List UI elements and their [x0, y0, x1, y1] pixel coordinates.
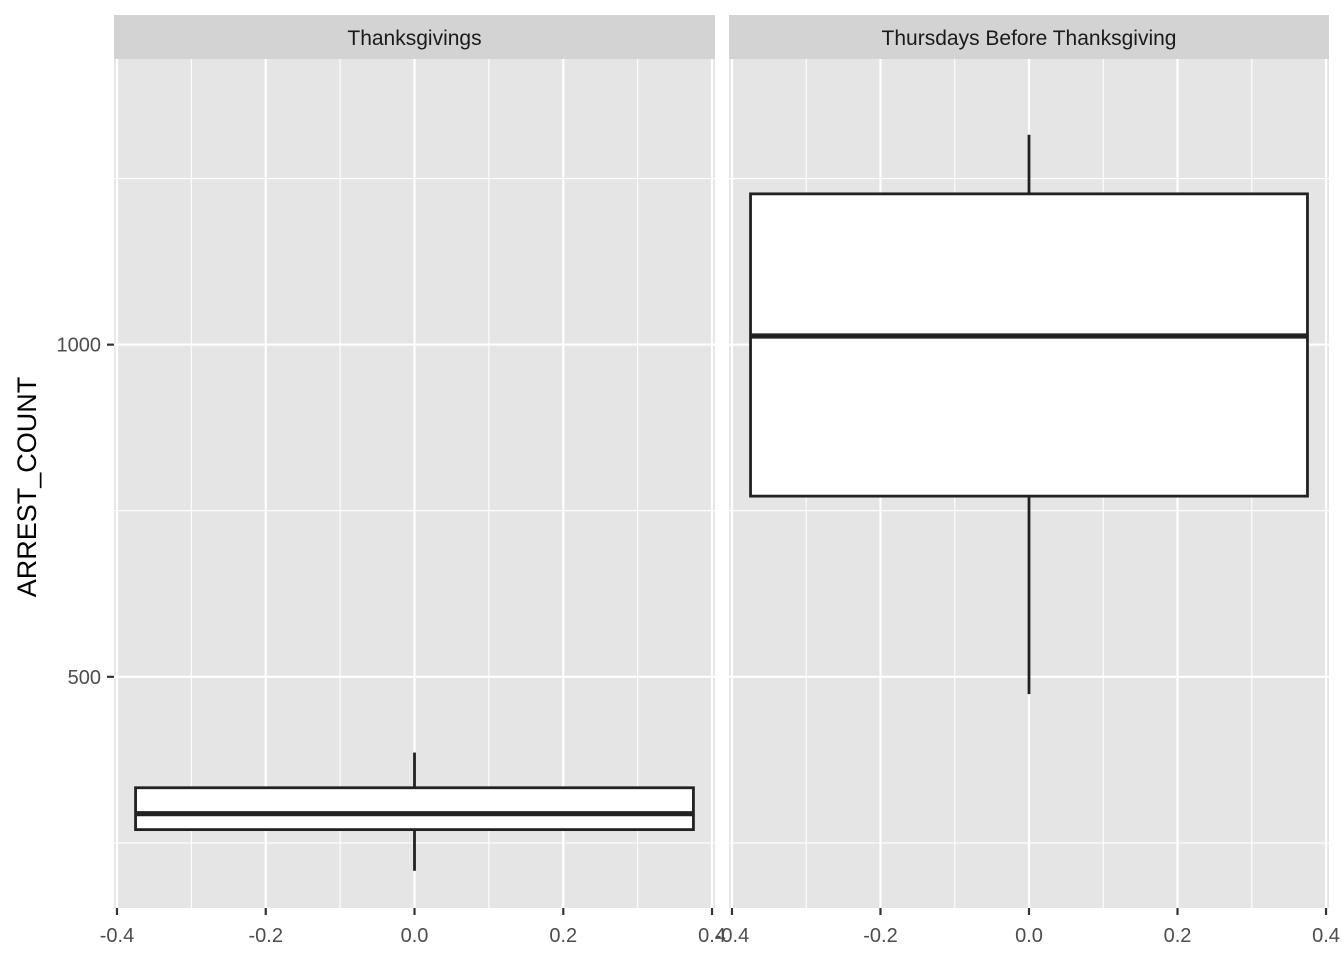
facet-panels: Thanksgivings-0.4 -0.2 0.0 0.2 0.4Thursdays … — [100, 15, 1340, 947]
y-tick-label: 500 — [68, 667, 101, 689]
facet-strip-label: Thanksgivings — [347, 27, 481, 50]
box-iqr — [749, 192, 1309, 498]
x-tick-label: -0.4 — [100, 925, 134, 947]
y-axis-title: ARREST_COUNT — [12, 377, 42, 598]
x-tick-label: 0.0 — [401, 925, 429, 947]
facet-panel: Thursdays Before Thanksgiving -0.4 -0.2 0.0… — [715, 15, 1340, 947]
x-tick-label: 0.4 — [698, 925, 726, 947]
y-tick-label: 1000 — [57, 335, 102, 357]
x-tick-label: 0.2 — [1164, 925, 1192, 947]
facet-strip-label: Thursdays Before Thanksgiving — [882, 27, 1177, 50]
x-tick-label: -0.2 — [863, 925, 897, 947]
y-axis: 500 1000 — [57, 335, 114, 689]
x-tick-label: -0.2 — [249, 925, 283, 947]
boxplot — [749, 134, 1309, 695]
box-iqr — [134, 786, 695, 832]
x-tick-label: 0.0 — [1015, 925, 1043, 947]
facet-strip — [729, 15, 1329, 59]
x-tick-label: 0.4 — [1312, 925, 1340, 947]
x-tick-label: 0.2 — [549, 925, 577, 947]
facet-panel: Thanksgivings -0.4 -0.2 0.0 0.2 0.4 — [100, 15, 726, 947]
facet-strip — [114, 15, 715, 59]
x-tick-label: -0.4 — [715, 925, 749, 947]
boxplot — [134, 752, 695, 871]
